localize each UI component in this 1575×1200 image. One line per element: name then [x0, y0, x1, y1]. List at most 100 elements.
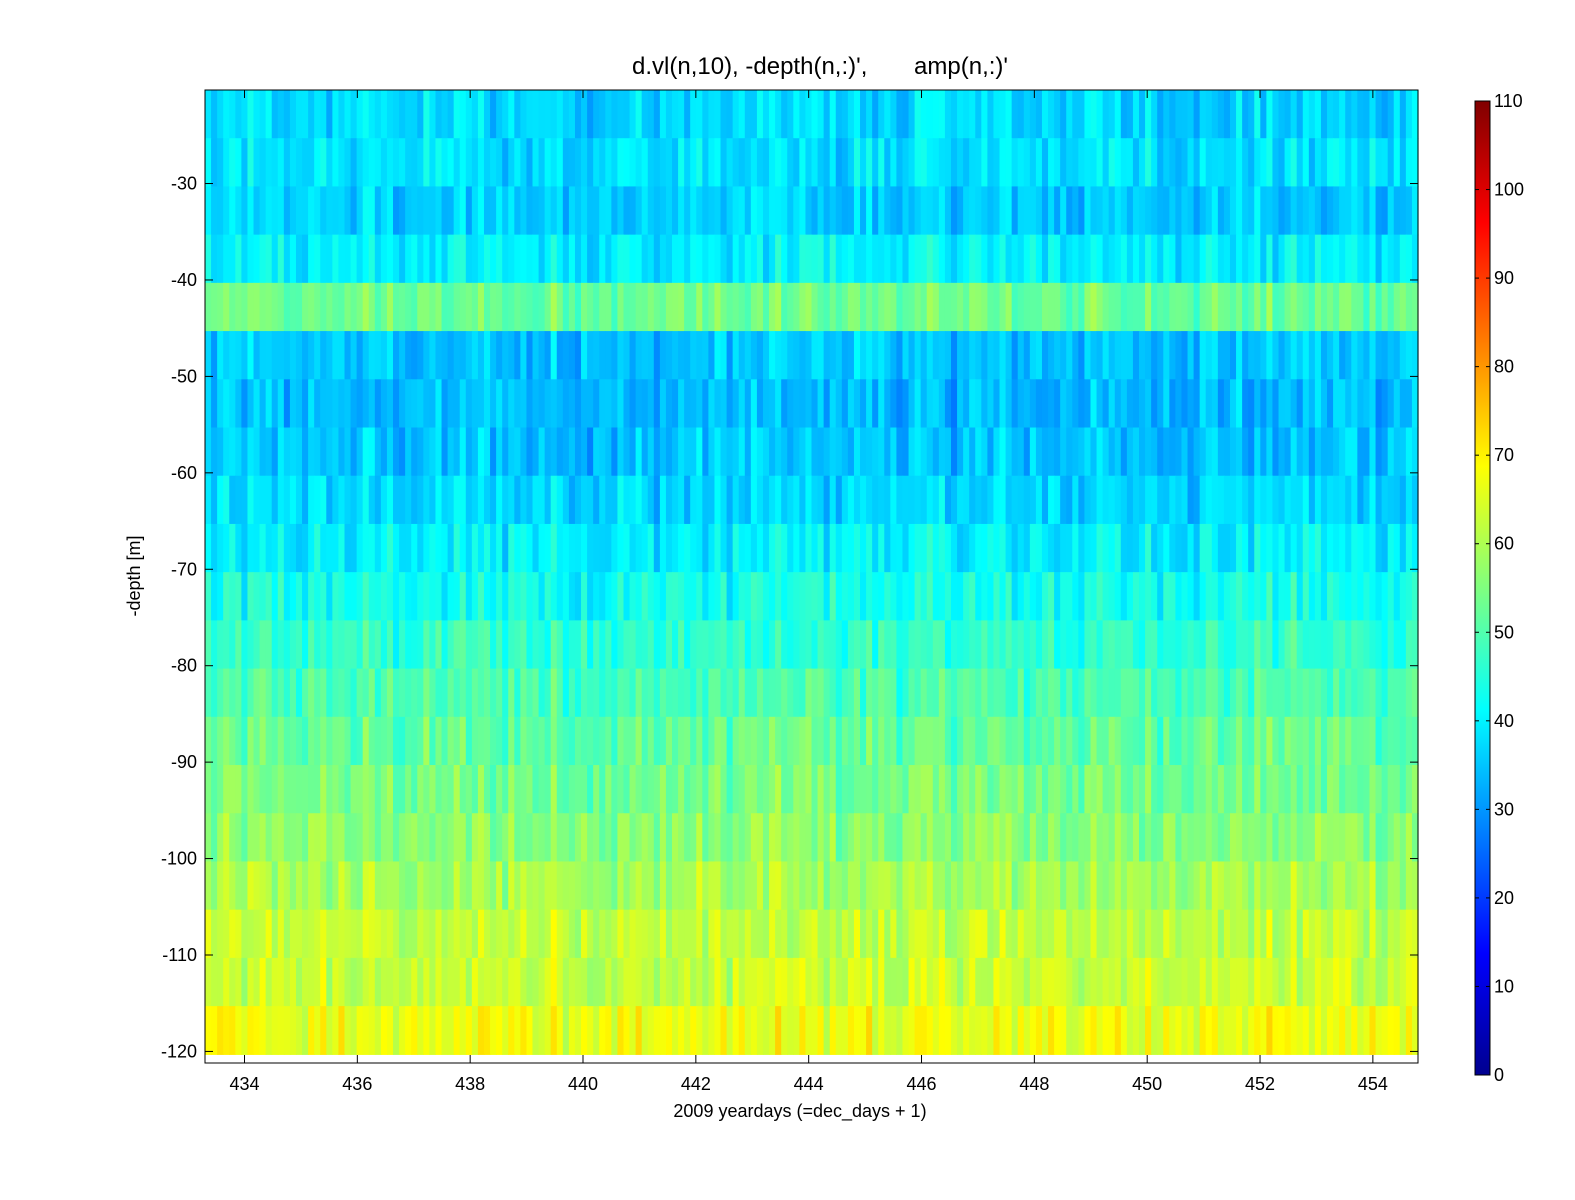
- heatmap-cell: [599, 1006, 606, 1055]
- heatmap-cell: [1011, 909, 1019, 959]
- heatmap-cell: [1411, 620, 1419, 670]
- heatmap-cell: [963, 572, 970, 621]
- heatmap-cell: [769, 475, 776, 525]
- heatmap-cell: [756, 379, 764, 429]
- heatmap-cell: [1327, 957, 1334, 1007]
- heatmap-cell: [635, 379, 643, 429]
- heatmap-cell: [508, 523, 515, 573]
- heatmap-cell: [1084, 186, 1092, 236]
- heatmap-cell: [1175, 572, 1183, 621]
- heatmap-cell: [205, 331, 212, 380]
- heatmap-cell: [1011, 765, 1019, 814]
- heatmap-cell: [775, 282, 782, 332]
- heatmap-cell: [265, 331, 273, 380]
- heatmap-cell: [374, 957, 382, 1007]
- heatmap-cell: [781, 1006, 788, 1055]
- heatmap-cell: [1357, 427, 1365, 477]
- heatmap-cell: [1048, 475, 1055, 525]
- heatmap-cell: [368, 572, 376, 621]
- heatmap-cell: [429, 282, 437, 332]
- heatmap-cell: [399, 475, 406, 525]
- heatmap-cell: [1066, 186, 1073, 236]
- heatmap-cell: [799, 331, 807, 380]
- heatmap-cell: [799, 1006, 807, 1055]
- heatmap-cell: [1327, 523, 1334, 573]
- heatmap-cell: [326, 186, 333, 236]
- heatmap-cell: [1302, 909, 1310, 959]
- x-tick-label: 446: [906, 1074, 936, 1094]
- heatmap-cell: [1223, 186, 1231, 236]
- heatmap-cell: [490, 475, 497, 525]
- heatmap-cell: [1393, 379, 1401, 429]
- heatmap-cell: [1345, 90, 1352, 139]
- heatmap-cell: [380, 379, 388, 429]
- heatmap-cell: [314, 813, 321, 863]
- heatmap-cell: [1151, 957, 1158, 1007]
- heatmap-cell: [841, 861, 849, 911]
- heatmap-cell: [1096, 572, 1104, 621]
- heatmap-cell: [423, 716, 431, 766]
- heatmap-cell: [308, 957, 315, 1007]
- heatmap-cell: [702, 379, 709, 429]
- heatmap-cell: [690, 523, 697, 573]
- heatmap-cell: [447, 620, 455, 670]
- heatmap-cell: [496, 282, 503, 332]
- y-tick-label: -100: [161, 849, 197, 869]
- heatmap-cell: [969, 957, 976, 1007]
- heatmap-cell: [696, 813, 703, 863]
- heatmap-cell: [714, 861, 722, 911]
- heatmap-cell: [738, 668, 746, 718]
- heatmap-cell: [957, 138, 964, 188]
- heatmap-cell: [1260, 620, 1267, 670]
- heatmap-cell: [411, 186, 418, 236]
- heatmap-cell: [708, 138, 716, 188]
- heatmap-cell: [1351, 716, 1358, 766]
- heatmap-cell: [1126, 331, 1134, 380]
- heatmap-cell: [283, 909, 291, 959]
- heatmap-cell: [538, 90, 546, 139]
- heatmap-cell: [684, 909, 691, 959]
- heatmap-cell: [787, 427, 794, 477]
- heatmap-cell: [1363, 523, 1371, 573]
- heatmap-cell: [702, 234, 709, 284]
- heatmap-cell: [556, 138, 564, 188]
- heatmap-cell: [690, 668, 697, 718]
- heatmap-cell: [295, 138, 303, 188]
- heatmap-cell: [987, 90, 995, 139]
- heatmap-cell: [1333, 716, 1340, 766]
- heatmap-cell: [1145, 813, 1152, 863]
- heatmap-cell: [526, 813, 534, 863]
- heatmap-cell: [951, 90, 958, 139]
- heatmap-cell: [1169, 138, 1177, 188]
- heatmap-cell: [1242, 957, 1249, 1007]
- heatmap-cell: [775, 379, 782, 429]
- heatmap-cell: [1211, 523, 1219, 573]
- heatmap-cell: [1114, 234, 1122, 284]
- heatmap-cell: [1308, 668, 1316, 718]
- heatmap-cell: [593, 716, 600, 766]
- heatmap-cell: [605, 90, 612, 139]
- heatmap-cell: [1139, 620, 1146, 670]
- heatmap-cell: [447, 282, 455, 332]
- heatmap-cell: [265, 909, 273, 959]
- heatmap-cell: [902, 813, 910, 863]
- heatmap-cell: [1320, 331, 1328, 380]
- heatmap-cell: [1248, 813, 1255, 863]
- heatmap-cell: [957, 668, 964, 718]
- heatmap-cell: [1405, 1006, 1413, 1055]
- heatmap-cell: [829, 765, 837, 814]
- heatmap-cell: [1411, 957, 1419, 1007]
- heatmap-cell: [1223, 765, 1231, 814]
- heatmap-cell: [696, 186, 703, 236]
- heatmap-cell: [490, 138, 497, 188]
- heatmap-cell: [799, 620, 807, 670]
- x-tick-label: 452: [1245, 1074, 1275, 1094]
- heatmap-cell: [1017, 234, 1025, 284]
- heatmap-cell: [350, 427, 358, 477]
- heatmap-cell: [617, 186, 625, 236]
- heatmap-cell: [308, 331, 315, 380]
- heatmap-cell: [781, 379, 788, 429]
- heatmap-cell: [568, 186, 576, 236]
- heatmap-cell: [872, 138, 879, 188]
- heatmap-cell: [326, 813, 333, 863]
